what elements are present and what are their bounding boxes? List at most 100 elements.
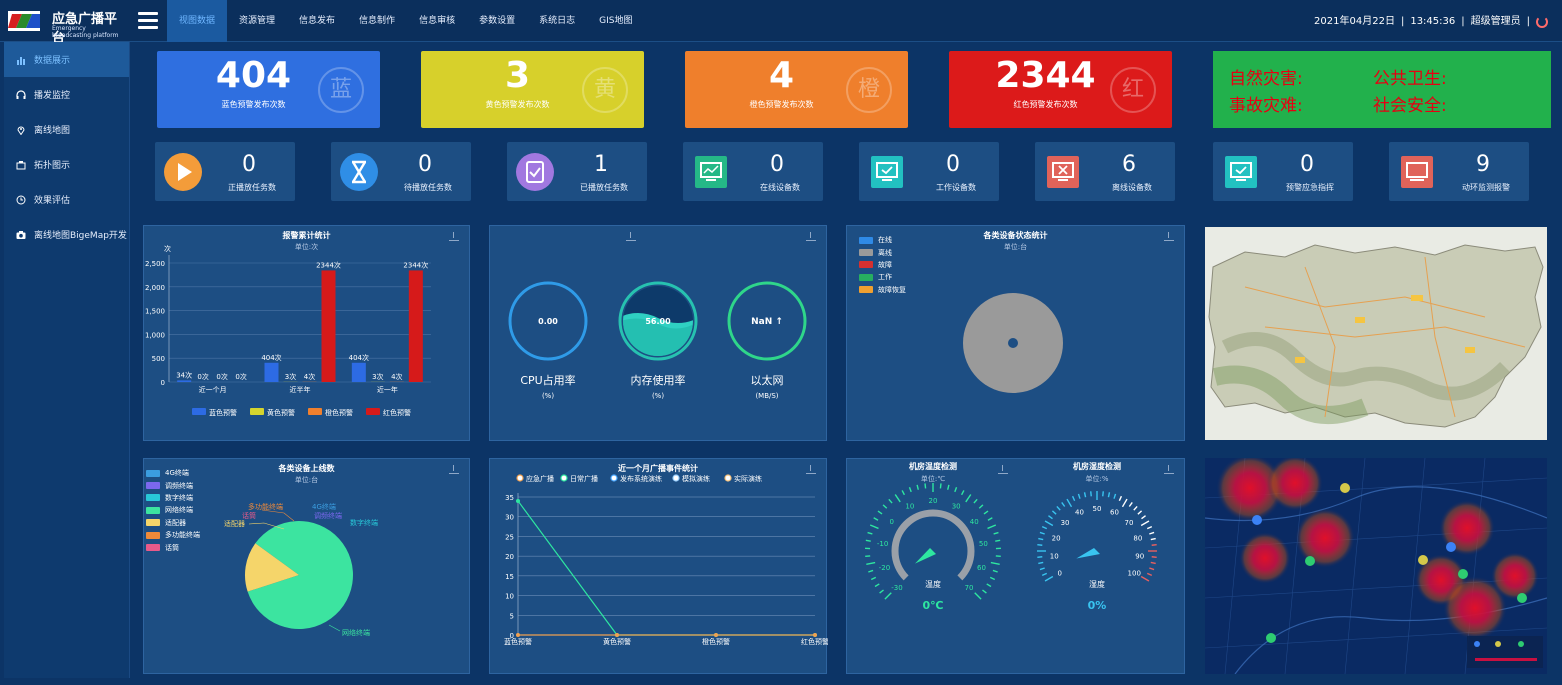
legend-label: 适配器 <box>165 518 186 527</box>
panel-title: 近一个月广播事件统计 <box>618 464 698 473</box>
legend-label[interactable]: 应急广播 <box>526 474 554 483</box>
legend-label[interactable]: 日常广播 <box>570 474 598 483</box>
sidebar-item-data-display[interactable]: 数据展示 <box>4 42 129 77</box>
legend-item[interactable]: 在线 <box>859 234 906 246</box>
region-map[interactable] <box>1205 227 1547 440</box>
legend-item[interactable]: 工作 <box>859 271 906 283</box>
legend-item[interactable]: 多功能终端 <box>146 529 200 541</box>
task-card-pending[interactable]: 0 待播放任务数 <box>331 142 471 201</box>
task-card-played[interactable]: 1 已播放任务数 <box>507 142 647 201</box>
nav-item-produce[interactable]: 信息制作 <box>359 16 396 26</box>
bar[interactable] <box>264 362 279 382</box>
download-icon[interactable] <box>1164 232 1174 241</box>
pie-slice-label: 多功能终端 <box>248 502 283 511</box>
task-card-emergency-command[interactable]: 0 预警应急指挥 <box>1213 142 1353 201</box>
task-card-online-devices[interactable]: 0 在线设备数 <box>683 142 823 201</box>
legend-item[interactable]: 数字终端 <box>146 492 200 504</box>
menu-toggle-icon[interactable] <box>138 12 158 30</box>
legend-marker <box>724 474 732 482</box>
sidebar-item-offline-map[interactable]: 离线地图 <box>4 112 129 147</box>
line-point[interactable] <box>813 633 817 637</box>
play-icon <box>164 153 202 191</box>
line-point[interactable] <box>714 633 718 637</box>
gauge-tick <box>1090 491 1092 497</box>
gauge-tick-label: 0 <box>890 518 894 526</box>
legend-item[interactable]: 4G终端 <box>146 467 200 479</box>
pie-slice[interactable] <box>247 521 353 629</box>
gauge-tick <box>954 486 958 493</box>
legend-label[interactable]: 蓝色预警 <box>209 408 237 417</box>
gauge-tick-label: 40 <box>970 518 979 526</box>
bar[interactable] <box>177 380 192 382</box>
pie-slice[interactable] <box>245 543 299 592</box>
download-icon[interactable] <box>449 232 459 241</box>
legend-label[interactable]: 橙色预警 <box>325 408 353 417</box>
gauge-tick <box>901 490 906 496</box>
heatmap-map[interactable] <box>1205 458 1547 674</box>
sidebar-item-evaluation[interactable]: 效果评估 <box>4 182 129 217</box>
header-user[interactable]: 超级管理员 <box>1470 16 1521 27</box>
bar-data-label: 3次 <box>372 372 383 381</box>
task-card-env-alarm[interactable]: 9 动环监测报警 <box>1389 142 1529 201</box>
gauge-tick-label: 20 <box>1052 535 1061 543</box>
line-point[interactable] <box>516 633 520 637</box>
camera-icon <box>16 230 26 239</box>
legend-label[interactable]: 模拟演练 <box>682 474 710 483</box>
heatmap-graphic <box>1205 458 1547 674</box>
task-card-working-devices[interactable]: 0 工作设备数 <box>859 142 999 201</box>
stat-value: 3 <box>504 55 531 96</box>
legend-item[interactable]: 适配器 <box>146 517 200 529</box>
legend-item[interactable]: 故障 <box>859 259 906 271</box>
nav-item-settings[interactable]: 参数设置 <box>479 16 516 26</box>
legend-label[interactable]: 黄色预警 <box>267 408 295 417</box>
download-icon[interactable] <box>998 465 1008 474</box>
monitor-check-icon <box>1225 156 1257 188</box>
legend-label[interactable]: 红色预警 <box>383 408 411 417</box>
bar-data-label: 3次 <box>285 372 296 381</box>
legend-item[interactable]: 故障恢复 <box>859 284 906 296</box>
legend-item[interactable]: 话筒 <box>146 541 200 553</box>
bar[interactable] <box>321 270 336 382</box>
line-point[interactable] <box>615 633 619 637</box>
line-point[interactable] <box>516 498 520 503</box>
legend-item[interactable]: 离线 <box>859 246 906 258</box>
legend-item[interactable]: 调频终端 <box>146 479 200 491</box>
gauge-ring <box>891 509 975 581</box>
nav-item-resources[interactable]: 资源管理 <box>239 16 276 26</box>
nav-item-gis[interactable]: GIS地图 <box>599 16 633 26</box>
download-icon[interactable] <box>449 465 459 474</box>
download-icon[interactable] <box>626 232 636 241</box>
legend-swatch <box>146 469 160 477</box>
download-icon[interactable] <box>1164 465 1174 474</box>
download-icon[interactable] <box>806 232 816 241</box>
task-card-offline-devices[interactable]: 6 离线设备数 <box>1035 142 1175 201</box>
legend-swatch <box>859 249 873 257</box>
bar[interactable] <box>351 362 366 382</box>
sidebar-item-topology[interactable]: 拓扑图示 <box>4 147 129 182</box>
gauge-tick-label: 60 <box>1110 509 1119 517</box>
monitor-x-icon <box>1047 156 1079 188</box>
gauge-tick <box>865 539 871 542</box>
legend-label[interactable]: 发布系统演练 <box>620 474 662 483</box>
task-value: 0 <box>242 152 256 177</box>
download-icon[interactable] <box>806 465 816 474</box>
task-value: 6 <box>1122 152 1136 177</box>
nav-item-view-data[interactable]: 视图数据 <box>167 0 228 42</box>
stat-badge: 橙 <box>846 67 892 113</box>
sidebar-item-bigemap[interactable]: 离线地图BigeMap开发 <box>4 217 129 252</box>
sidebar-item-broadcast-monitor[interactable]: 播发监控 <box>4 77 129 112</box>
gauge-tick <box>1039 531 1045 535</box>
power-icon[interactable] <box>1536 16 1548 28</box>
legend-item[interactable]: 网络终端 <box>146 504 200 516</box>
nav-item-review[interactable]: 信息审核 <box>419 16 456 26</box>
gauge-tick <box>1150 537 1156 541</box>
gauge-tick <box>884 592 892 600</box>
legend-label: 话筒 <box>165 543 179 552</box>
legend-label[interactable]: 实际演练 <box>734 474 762 483</box>
nav-item-publish[interactable]: 信息发布 <box>299 16 336 26</box>
y-tick-label: 500 <box>152 355 165 363</box>
line-series[interactable] <box>517 500 815 636</box>
bar[interactable] <box>408 270 423 382</box>
nav-item-logs[interactable]: 系统日志 <box>539 16 576 26</box>
task-card-playing[interactable]: 0 正播放任务数 <box>155 142 295 201</box>
